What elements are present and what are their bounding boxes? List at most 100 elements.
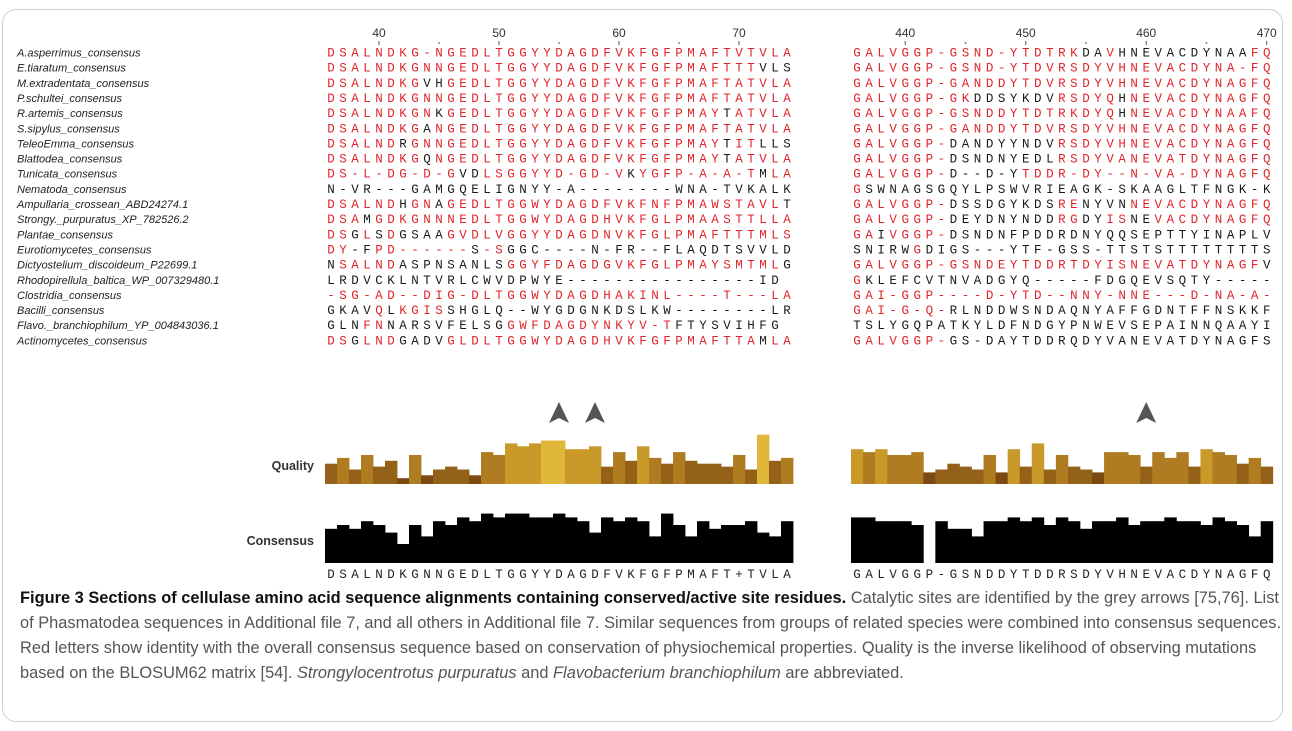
residue: N [1215,259,1223,273]
quality-bar [421,475,434,484]
residue: H [1118,47,1126,61]
consensus-residue: D [998,568,1006,582]
residue: - [723,274,731,288]
residue: L [363,334,371,348]
consensus-bar [1104,521,1117,563]
residue: K [627,153,635,167]
residue: Y [543,122,551,136]
quality-bar [1043,469,1057,484]
residue: N [1130,47,1138,61]
consensus-residue: T [495,568,503,582]
residue: - [411,289,419,303]
residue: V [735,47,743,61]
residue: S [339,289,347,303]
residue: G [579,289,587,303]
residue: G [901,107,909,121]
caption-body: Catalytic sites are identified by the gr… [20,589,1282,682]
consensus-residue: E [1142,568,1150,582]
residue: D [986,274,994,288]
residue: L [877,259,885,273]
residue: G [1239,92,1247,106]
consensus-bar [601,517,614,563]
residue: D [591,289,599,303]
residue: E [1058,183,1066,197]
residue: G [507,198,515,212]
residue: A [351,304,359,318]
residue: G [853,153,861,167]
residue: Y [1094,107,1102,121]
residue: V [735,183,743,197]
residue: N [1215,228,1223,242]
residue: Q [1106,107,1114,121]
residue: Y [627,319,635,333]
residue: L [771,92,779,106]
consensus-residue: D [327,568,335,582]
residue: D [1191,153,1199,167]
residue: Q [1263,107,1271,121]
residue: - [735,168,743,182]
residue: N [687,183,695,197]
residue: G [519,334,527,348]
residue: Y [1203,198,1211,212]
consensus-bar [493,517,506,563]
consensus-residue: F [639,568,647,582]
residue: G [519,62,527,76]
residue: H [1118,107,1126,121]
residue: - [1046,274,1054,288]
residue: - [639,274,647,288]
residue: A [865,304,873,318]
residue: K [627,62,635,76]
quality-bar [685,460,698,484]
residue: R [1058,334,1066,348]
residue: Q [1070,304,1078,318]
residue: A [974,274,982,288]
residue: N [998,153,1006,167]
residue: T [1118,243,1126,257]
residue: D [1034,77,1042,91]
residue: R [1058,137,1066,151]
residue: - [651,319,659,333]
residue: G [651,259,659,273]
left-ruler-label: 40 [372,26,386,40]
residue: V [363,274,371,288]
consensus-residue: V [615,568,623,582]
quality-bar [947,463,960,484]
residue: S [375,228,383,242]
residue: R [950,304,958,318]
residue: N [375,92,383,106]
residue: E [1142,77,1150,91]
residue: I [1263,319,1271,333]
residue: A [1227,289,1235,303]
residue: A [1227,319,1235,333]
residue: F [603,107,611,121]
residue: Y [1010,122,1018,136]
residue: E [1142,92,1150,106]
residue: D [555,228,563,242]
residue: D [555,92,563,106]
residue: A [865,289,873,303]
residue: S [723,259,731,273]
residue: A [351,122,359,136]
residue: A [567,259,575,273]
sequence-name: Dictyostelium_discoideum_P22699.1 [17,260,197,272]
residue: T [1179,153,1187,167]
residue: W [1010,304,1018,318]
residue: V [1155,77,1163,91]
residue: E [1142,137,1150,151]
residue: L [877,213,885,227]
residue: A [1167,168,1175,182]
residue: R [627,243,635,257]
residue: A [1227,153,1235,167]
consensus-bar [1188,521,1201,563]
consensus-bar [899,521,912,563]
residue: V [759,77,767,91]
residue: N [1215,92,1223,106]
caption-title: Sections of cellulase amino acid sequenc… [88,589,847,607]
residue: G [519,259,527,273]
residue: - [1046,243,1054,257]
residue: F [1251,122,1259,136]
